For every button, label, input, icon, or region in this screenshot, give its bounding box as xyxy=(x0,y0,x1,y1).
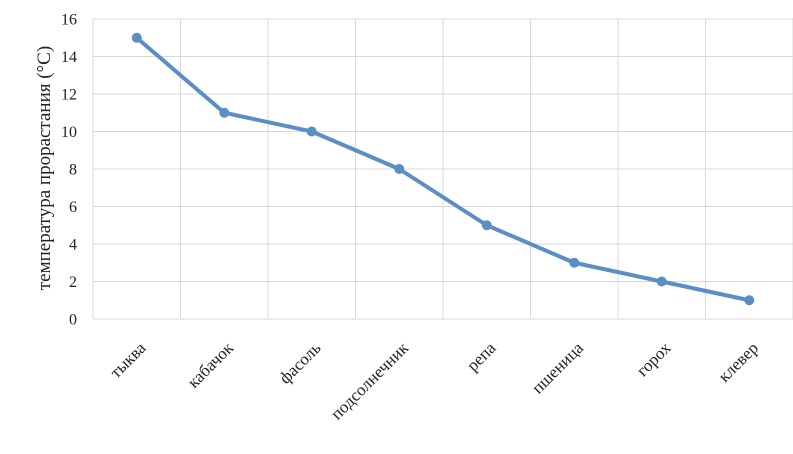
x-tick-label: пшеница xyxy=(528,338,587,397)
y-tick-label: 8 xyxy=(69,162,77,179)
y-tick-label: 10 xyxy=(61,124,77,141)
y-axis-title: температура прорастания (°C) xyxy=(34,46,55,290)
data-point xyxy=(306,126,317,137)
x-tick-label: тыква xyxy=(106,338,150,382)
data-point xyxy=(394,164,405,174)
series xyxy=(131,32,755,306)
series-line xyxy=(134,35,752,303)
y-tick-label: 12 xyxy=(61,87,77,104)
data-point xyxy=(569,257,580,268)
x-tick-label: репа xyxy=(463,338,500,375)
y-tick-label: 2 xyxy=(69,274,77,291)
data-point xyxy=(219,107,230,118)
x-tick-label: подсолнечник xyxy=(327,338,413,424)
x-tick-label: кабачок xyxy=(184,338,238,392)
data-point xyxy=(131,32,142,43)
x-tick-label: клевер xyxy=(715,338,763,386)
y-tick-label: 0 xyxy=(69,312,77,329)
y-axis-ticks: 0 2 4 6 8 10 12 14 16 xyxy=(61,12,77,329)
y-tick-label: 4 xyxy=(69,237,77,254)
data-point xyxy=(656,276,667,287)
y-tick-label: 6 xyxy=(69,199,77,216)
x-tick-label: горох xyxy=(633,338,675,380)
x-tick-label: фасоль xyxy=(275,338,324,387)
gridlines xyxy=(92,18,793,320)
y-tick-label: 16 xyxy=(61,12,77,29)
x-axis-ticks: тыква кабачок фасоль подсолнечник репа пшениц… xyxy=(106,338,762,424)
data-point xyxy=(744,295,755,306)
y-tick-label: 14 xyxy=(61,49,77,66)
data-point xyxy=(481,220,492,231)
